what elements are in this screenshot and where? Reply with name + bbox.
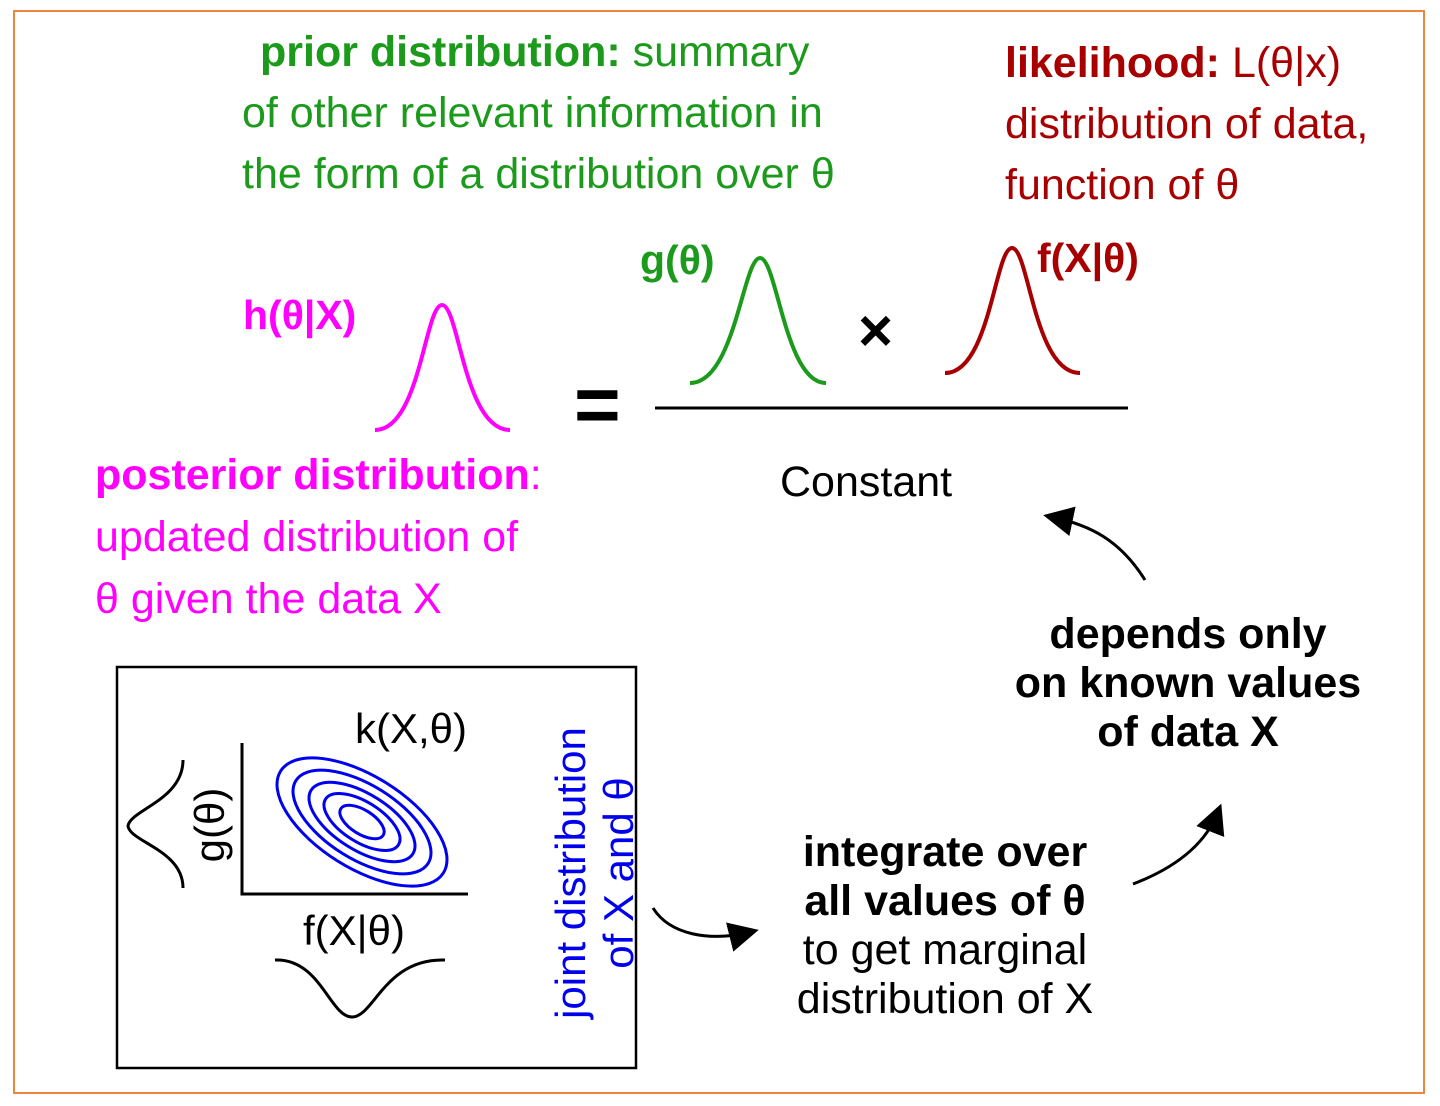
joint-caption-line: of X and θ [595,777,642,969]
denominator-constant: Constant [780,458,953,506]
prior-curve [689,255,827,385]
joint-box [115,665,638,1070]
likelihood-label: f(X|θ) [1037,235,1139,281]
likelihood-heading: likelihood: [1005,39,1220,87]
times-sign: × [858,297,894,364]
joint-caption-line: joint distribution [547,727,594,1019]
joint-likelihood-label: f(X|θ) [303,907,405,954]
joint-prior-label: g(θ) [186,787,233,863]
prior-label: g(θ) [640,237,715,283]
integrate-line: integrate over [802,828,1088,876]
arrow-to-integrate [651,907,759,952]
prior-line: the form of a distribution over θ [242,150,835,198]
posterior-colon: : [529,451,542,499]
marginal-likelihood-curve [274,958,446,1019]
integrate-line: all values of θ [804,877,1086,925]
depends-note: depends only on known values of data X [988,610,1388,757]
diagram-frame [13,10,1425,1094]
equals-sign: = [574,360,621,449]
joint-axes [240,743,468,896]
likelihood-description: likelihood: L(θ|x) [1005,33,1341,94]
depends-line: on known values [1014,659,1362,707]
prior-line: summary [632,28,810,76]
likelihood-line: function of θ [1005,161,1240,209]
posterior-label: h(θ|X) [243,292,357,338]
likelihood-line: L(θ|x) [1231,39,1342,87]
integrate-note: integrate over all values of θ to get ma… [745,828,1145,1024]
integrate-line: to get marginal [802,926,1088,974]
posterior-line: updated distribution of [95,513,519,561]
prior-line: of other relevant information in [242,89,823,137]
arrow-to-constant [1043,506,1147,581]
joint-caption: joint distribution of X and θ [547,698,643,1048]
joint-label: k(X,θ) [355,705,468,752]
prior-heading: prior distribution: [260,28,621,76]
prior-description: prior distribution: summary [260,22,809,83]
posterior-line: θ given the data X [95,575,442,623]
posterior-description: posterior distribution: [95,445,542,506]
arrow-to-depends [1132,803,1225,886]
marginal-prior-curve [126,759,185,889]
likelihood-curve [944,245,1081,375]
joint-contours [275,756,449,888]
depends-line: depends only [1049,610,1327,658]
likelihood-line: distribution of data, [1005,100,1369,148]
depends-line: of data X [1097,708,1279,756]
posterior-heading: posterior distribution [95,451,530,499]
posterior-curve [374,302,511,432]
integrate-line: distribution of X [796,975,1094,1023]
